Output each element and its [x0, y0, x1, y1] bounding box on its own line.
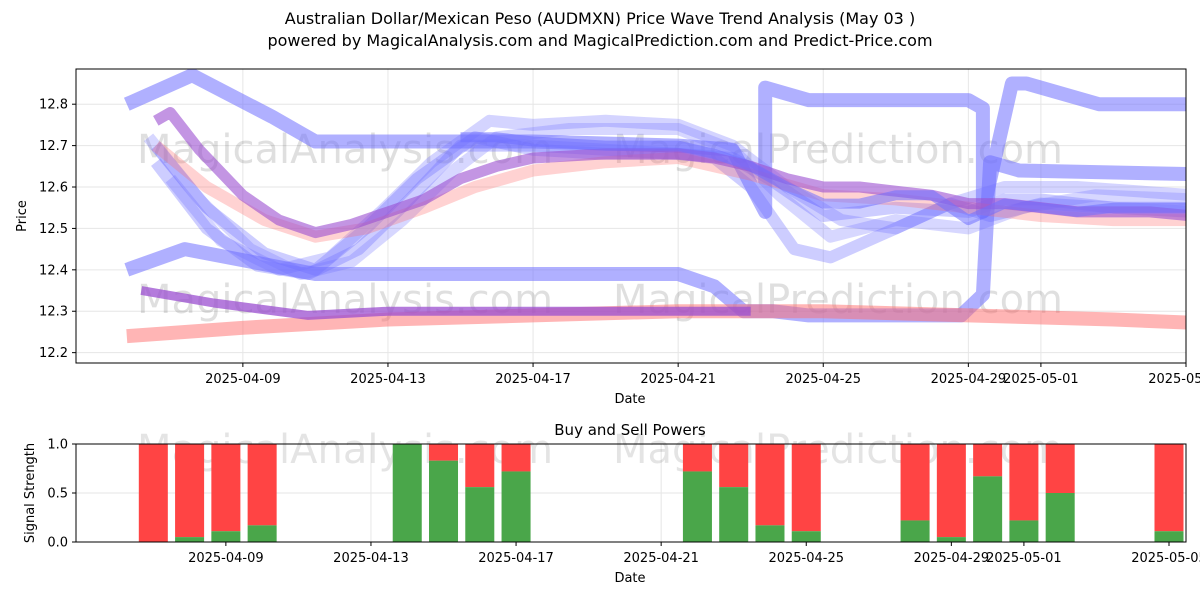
main-y-tick-label: 12.7: [39, 139, 68, 154]
sub-x-tick-label: 2025-05-05: [1131, 551, 1200, 566]
sell-bar: [755, 444, 785, 526]
series-blue-lower-band: [124, 155, 1186, 323]
main-y-axis: 12.2 12.3 12.4 12.5 12.6 12.7 12.8: [39, 98, 76, 361]
buy-bar: [755, 525, 785, 542]
buy-bar: [936, 537, 966, 542]
sell-bar: [429, 444, 459, 461]
buy-bar: [247, 525, 277, 542]
main-x-tick-label: 2025-05-05: [1148, 372, 1200, 387]
sell-bar: [1154, 444, 1184, 532]
sub-x-tick-label: 2025-04-29: [914, 551, 990, 566]
main-x-tick-label: 2025-04-17: [495, 372, 571, 387]
main-series-group: [123, 69, 1186, 344]
sub-x-tick-label: 2025-04-17: [478, 551, 554, 566]
main-x-axis: 2025-04-09 2025-04-13 2025-04-17 2025-04-21…: [205, 363, 1200, 387]
sell-bar: [175, 444, 205, 538]
main-y-tick-label: 12.6: [39, 181, 68, 196]
buy-bar: [682, 471, 712, 542]
buy-bar: [1009, 520, 1039, 542]
sub-x-tick-label: 2025-04-25: [768, 551, 844, 566]
buy-bar: [1154, 531, 1184, 542]
sub-bars-group: [138, 444, 1184, 542]
main-x-axis-label: Date: [614, 392, 645, 407]
sub-x-axis: 2025-04-09 2025-04-13 2025-04-17 2025-04-21…: [188, 542, 1200, 566]
buy-bar: [501, 471, 531, 542]
sell-bar: [501, 444, 531, 472]
series-purple-lower-band: [140, 286, 751, 320]
main-y-tick-label: 12.8: [39, 98, 68, 113]
sell-bar: [211, 444, 241, 532]
buy-bar: [429, 460, 459, 542]
series-blue-wave-4: [143, 123, 1186, 280]
main-y-axis-label: Price: [15, 200, 30, 232]
sell-bar: [936, 444, 966, 538]
buy-bar: [211, 531, 241, 542]
main-plot-frame: [75, 68, 1187, 364]
main-x-tick-label: 2025-04-09: [205, 372, 281, 387]
buy-bar: [973, 476, 1003, 542]
chart-subtitle: powered by MagicalAnalysis.com and Magic…: [267, 31, 933, 50]
buy-bar: [791, 531, 821, 542]
series-blue-upper-band: [123, 69, 1186, 219]
main-x-tick-label: 2025-04-13: [350, 372, 426, 387]
sell-bar: [465, 444, 495, 488]
sub-y-axis-label: Signal Strength: [23, 443, 38, 543]
sub-x-tick-label: 2025-04-13: [333, 551, 409, 566]
sell-bar: [791, 444, 821, 532]
main-y-tick-label: 12.4: [39, 263, 68, 278]
sub-y-tick-label: 1.0: [47, 438, 68, 453]
sub-y-tick-label: 0.0: [47, 536, 68, 551]
main-y-tick-label: 12.2: [39, 346, 68, 361]
sell-bar: [719, 444, 749, 488]
series-blue-core-wave: [460, 132, 1186, 226]
buy-bar: [392, 444, 422, 542]
main-x-tick-label: 2025-04-29: [931, 372, 1007, 387]
buy-bar: [465, 487, 495, 542]
main-x-tick-label: 2025-04-25: [785, 372, 861, 387]
main-x-tick-label: 2025-04-21: [640, 372, 716, 387]
sell-bar: [900, 444, 930, 521]
buy-bar: [900, 520, 930, 542]
sub-x-tick-label: 2025-05-01: [986, 551, 1062, 566]
sell-bar: [247, 444, 277, 526]
sub-x-tick-label: 2025-04-21: [623, 551, 699, 566]
sell-bar: [1045, 444, 1075, 493]
sell-bar: [682, 444, 712, 472]
sub-y-tick-label: 0.5: [47, 487, 68, 502]
sub-chart-title: Buy and Sell Powers: [554, 421, 706, 439]
buy-bar: [175, 537, 205, 542]
main-x-tick-label: 2025-05-01: [1003, 372, 1079, 387]
sub-y-axis: 0.0 0.5 1.0: [47, 438, 76, 551]
buy-bar: [719, 487, 749, 542]
main-y-tick-label: 12.5: [39, 222, 68, 237]
chart-title: Australian Dollar/Mexican Peso (AUDMXN) …: [284, 9, 916, 28]
sell-bar: [1009, 444, 1039, 521]
buy-bar: [1045, 493, 1075, 542]
sub-x-axis-label: Date: [614, 571, 645, 586]
sell-bar: [138, 444, 168, 542]
main-y-tick-label: 12.3: [39, 305, 68, 320]
sell-bar: [973, 444, 1003, 477]
sub-x-tick-label: 2025-04-09: [188, 551, 264, 566]
